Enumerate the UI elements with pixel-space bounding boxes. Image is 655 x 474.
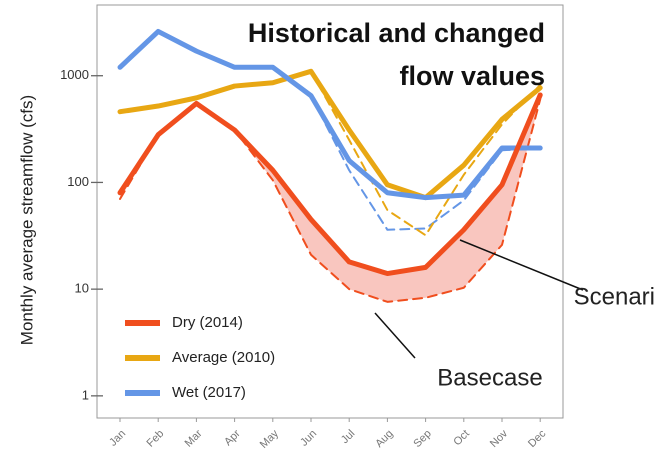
change-area bbox=[120, 94, 541, 302]
y-tick-label: 1 bbox=[82, 387, 89, 402]
y-axis-label: Monthly average streamflow (cfs) bbox=[17, 95, 36, 345]
x-tick-label: Mar bbox=[183, 427, 205, 449]
y-tick-label: 1000 bbox=[60, 67, 89, 82]
x-tick-label: Sep bbox=[411, 428, 433, 450]
x-tick-label: Oct bbox=[451, 428, 472, 449]
leader-line bbox=[459, 239, 584, 291]
legend-label: Average (2010) bbox=[172, 349, 275, 366]
annotation: Scenari bbox=[574, 283, 655, 310]
y-tick-label: 10 bbox=[75, 281, 89, 296]
y-tick-label: 100 bbox=[67, 174, 89, 189]
changed-line bbox=[119, 70, 542, 237]
x-tick-label: Dec bbox=[526, 427, 549, 450]
x-tick-label: Jul bbox=[339, 428, 357, 446]
chart-title: Historical and changed flow values bbox=[248, 18, 545, 91]
x-tick-label: Nov bbox=[488, 427, 511, 450]
x-tick-label: Jun bbox=[298, 428, 319, 449]
x-tick-label: May bbox=[258, 427, 282, 451]
line bbox=[117, 68, 543, 201]
x-tick-label: Aug bbox=[373, 428, 395, 450]
legend-label: Dry (2014) bbox=[172, 314, 243, 331]
annotation: Basecase bbox=[437, 364, 542, 391]
legend-label: Wet (2017) bbox=[172, 384, 246, 401]
x-tick-label: Apr bbox=[222, 427, 243, 448]
changed-line bbox=[119, 98, 542, 303]
leader-line bbox=[374, 312, 416, 359]
line bbox=[117, 92, 543, 277]
line bbox=[117, 28, 543, 201]
x-tick-label: Feb bbox=[144, 428, 166, 450]
x-tick-label: Jan bbox=[107, 428, 128, 449]
